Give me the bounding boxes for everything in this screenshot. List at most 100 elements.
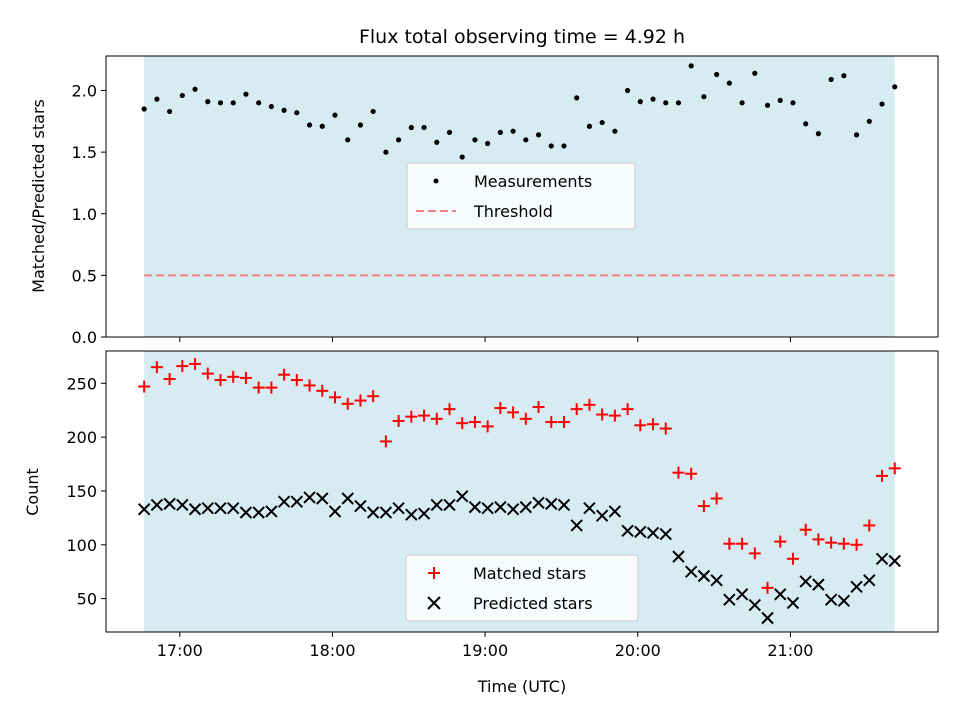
predicted-star-point — [354, 499, 367, 513]
predicted-star-point — [863, 574, 876, 587]
top-panel: 0.00.51.01.52.0 Matched/Predicted stars … — [29, 55, 939, 347]
measurement-point — [752, 70, 758, 76]
measurement-point — [167, 108, 173, 115]
matched-star-point — [799, 523, 812, 536]
measurement-point — [446, 129, 453, 136]
measurement-point — [764, 102, 771, 108]
predicted-star-point — [176, 498, 189, 512]
legend-matched-label: Matched stars — [473, 564, 586, 583]
measurement-point — [485, 140, 491, 147]
matched-star-point — [583, 398, 596, 411]
matched-star-point — [736, 537, 749, 550]
predicted-star-point — [608, 505, 622, 518]
measurement-point — [650, 96, 656, 102]
matched-star-point — [227, 370, 240, 383]
measurement-point — [714, 71, 720, 78]
matched-star-point — [596, 408, 609, 421]
predicted-star-point — [252, 506, 265, 519]
measurement-point — [777, 97, 783, 103]
measurement-point — [586, 123, 593, 129]
legend-threshold-label: Threshold — [473, 202, 553, 221]
matched-star-point — [290, 374, 303, 387]
measurement-point — [179, 92, 185, 99]
measurement-point — [688, 63, 694, 69]
predicted-star-point — [316, 492, 329, 505]
measurement-point — [472, 137, 478, 143]
matched-star-point — [723, 537, 736, 550]
bottom-y-ticks: 50 100 150 200 250 — [66, 374, 106, 609]
predicted-star-point — [290, 495, 304, 508]
measurement-point — [523, 137, 529, 143]
measurement-point — [726, 80, 732, 86]
matched-star-point — [570, 403, 583, 416]
predicted-star-point — [634, 525, 647, 539]
measurement-point — [574, 95, 580, 101]
measurement-point — [357, 122, 364, 128]
x-tick-label: 20:00 — [615, 641, 661, 660]
predicted-star-point — [583, 501, 596, 515]
matched-star-point — [812, 533, 825, 546]
matched-star-point — [150, 361, 163, 374]
predicted-star-point — [494, 500, 507, 514]
measurement-point — [230, 100, 236, 106]
y-tick-label: 1.0 — [72, 205, 97, 224]
matched-star-point — [303, 379, 316, 392]
measurement-point — [892, 84, 898, 90]
legend-predicted-marker — [427, 596, 441, 610]
y-tick-label: 0.5 — [72, 266, 97, 285]
measurement-point — [383, 149, 389, 155]
y-tick-label: 1.5 — [72, 143, 97, 162]
matched-star-point — [189, 357, 202, 370]
measurement-point — [815, 131, 822, 137]
predicted-star-point — [570, 519, 583, 532]
matched-star-point — [138, 380, 151, 393]
legend-matched-marker — [428, 567, 440, 579]
predicted-star-point — [265, 505, 278, 518]
matched-star-point — [557, 416, 570, 429]
predicted-star-point — [621, 524, 634, 538]
measurement-point — [256, 100, 262, 106]
matched-star-point — [545, 416, 558, 429]
matched-star-point — [379, 435, 392, 448]
measurement-point — [866, 118, 872, 124]
predicted-star-point — [824, 593, 838, 606]
matched-star-point — [863, 519, 876, 532]
matched-star-point — [456, 417, 469, 430]
bottom-x-ticks: 17:00 18:00 19:00 20:00 21:00 — [157, 632, 813, 660]
top-legend-box — [406, 162, 636, 230]
matched-star-point — [532, 400, 545, 413]
measurement-points — [141, 63, 898, 160]
y-tick-label: 200 — [66, 428, 97, 447]
top-y-ticks: 0.0 0.5 1.0 1.5 2.0 — [72, 82, 106, 347]
y-tick-label: 250 — [66, 374, 97, 393]
matched-star-point — [608, 409, 621, 422]
measurement-point — [790, 100, 796, 106]
matched-star-point — [876, 469, 889, 482]
predicted-star-point — [850, 580, 863, 593]
measurement-point — [421, 124, 427, 131]
legend-measurements-label: Measurements — [474, 172, 592, 191]
matched-star-point — [481, 420, 494, 433]
measurement-point — [408, 124, 414, 131]
measurement-point — [803, 121, 809, 127]
predicted-star-point — [837, 594, 851, 607]
predicted-star-point — [875, 552, 889, 565]
matched-star-point — [265, 381, 278, 394]
measurement-point — [701, 94, 707, 100]
predicted-star-point — [201, 501, 214, 515]
predicted-star-point — [277, 495, 291, 508]
measurement-point — [294, 110, 300, 116]
matched-star-point — [201, 367, 214, 380]
top-x-ticks — [179, 337, 791, 342]
x-tick-label: 21:00 — [767, 641, 813, 660]
predicted-star-point — [150, 498, 164, 512]
bottom-panel: 50 100 150 200 250 17:00 18:00 19:00 20:00 21:00… — [23, 350, 939, 696]
measurement-point — [319, 123, 325, 129]
matched-star-point — [850, 538, 863, 551]
top-y-axis-label: Matched/Predicted stars — [29, 99, 48, 293]
predicted-star-point — [646, 526, 660, 540]
matched-star-point — [659, 422, 672, 435]
predicted-star-point — [812, 578, 825, 591]
measurement-point — [828, 76, 834, 83]
